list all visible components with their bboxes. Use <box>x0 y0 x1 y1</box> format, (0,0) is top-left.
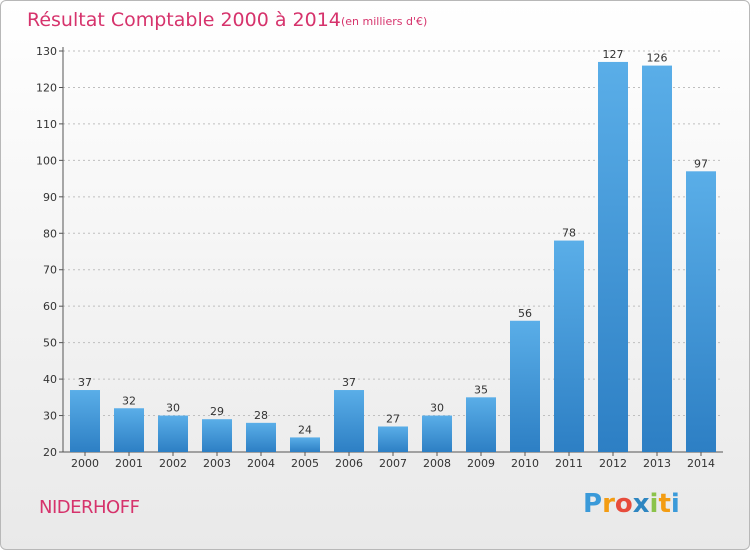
x-tick-label-2003: 2003 <box>203 457 231 470</box>
x-tick-label-2007: 2007 <box>379 457 407 470</box>
y-tick-label: 120 <box>36 81 57 94</box>
y-tick-label: 20 <box>43 446 57 459</box>
data-label-2004: 28 <box>254 409 268 422</box>
data-label-2002: 30 <box>166 402 180 415</box>
logo-letter: i <box>670 489 680 519</box>
bars <box>70 61 716 453</box>
bar-2005 <box>290 437 320 452</box>
y-tick-label: 70 <box>43 264 57 277</box>
bar-2008 <box>422 415 452 452</box>
logo-letter: x <box>632 489 650 519</box>
bar-2002 <box>158 415 188 452</box>
x-tick-label-2004: 2004 <box>247 457 275 470</box>
chart-title: Résultat Comptable 2000 à 2014 <box>27 9 341 31</box>
x-tick-label-2006: 2006 <box>335 457 363 470</box>
data-label-2010: 56 <box>518 307 532 320</box>
bar-2009 <box>466 397 496 452</box>
y-tick-label: 30 <box>43 410 57 423</box>
data-label-2006: 37 <box>342 376 356 389</box>
logo-letter: o <box>614 489 633 519</box>
bar-2001 <box>114 408 144 452</box>
data-labels: 37 32 30 29 28 24 37 27 30 35 56 78 127 126 97 <box>78 48 708 436</box>
y-tick-label: 60 <box>43 300 57 313</box>
data-label-2011: 78 <box>562 227 576 240</box>
x-tick-label-2011: 2011 <box>555 457 583 470</box>
data-label-2003: 29 <box>210 405 224 418</box>
proxiti-logo: Proxiti <box>583 489 680 519</box>
logo-letter: P <box>583 489 603 519</box>
axes: 20 30 40 50 60 70 80 90 100 110 120 130 2000 2001 2002… <box>36 45 723 470</box>
y-tick-label: 40 <box>43 373 57 386</box>
bar-2007 <box>378 426 408 452</box>
x-tick-label-2010: 2010 <box>511 457 539 470</box>
y-tick-label: 90 <box>43 191 57 204</box>
data-label-2007: 27 <box>386 412 400 425</box>
bar-2011 <box>554 240 584 452</box>
x-tick-label-2008: 2008 <box>423 457 451 470</box>
logo-letter: r <box>602 489 615 519</box>
location-name: NIDERHOFF <box>39 497 140 518</box>
y-tick-label: 50 <box>43 337 57 350</box>
data-label-2001: 32 <box>122 394 136 407</box>
x-tick-label-2009: 2009 <box>467 457 495 470</box>
x-tick-label-2005: 2005 <box>291 457 319 470</box>
bar-2014 <box>686 171 716 453</box>
x-tick-label-2014: 2014 <box>687 457 715 470</box>
x-tick-label-2013: 2013 <box>643 457 671 470</box>
data-label-2005: 24 <box>298 423 312 436</box>
bar-2013 <box>642 65 672 452</box>
x-tick-label-2012: 2012 <box>599 457 627 470</box>
y-tick-label: 130 <box>36 45 57 58</box>
y-tick-label: 110 <box>36 118 57 131</box>
y-tick-label: 80 <box>43 227 57 240</box>
data-label-2013: 126 <box>647 52 668 65</box>
bar-2010 <box>510 320 540 452</box>
bar-2004 <box>246 422 276 452</box>
bar-2012 <box>598 61 628 452</box>
logo-letter: i <box>649 489 659 519</box>
bar-2006 <box>334 390 364 452</box>
y-tick-label: 100 <box>36 154 57 167</box>
data-label-2000: 37 <box>78 376 92 389</box>
x-tick-label-2001: 2001 <box>115 457 143 470</box>
data-label-2014: 97 <box>694 157 708 170</box>
x-tick-label-2000: 2000 <box>71 457 99 470</box>
data-label-2008: 30 <box>430 402 444 415</box>
chart-subtitle: (en milliers d'€) <box>341 15 428 28</box>
x-tick-label-2002: 2002 <box>159 457 187 470</box>
bar-2003 <box>202 419 232 452</box>
logo-letter: t <box>658 489 671 519</box>
data-label-2012: 127 <box>603 48 624 61</box>
bar-2000 <box>70 390 100 452</box>
data-label-2009: 35 <box>474 383 488 396</box>
